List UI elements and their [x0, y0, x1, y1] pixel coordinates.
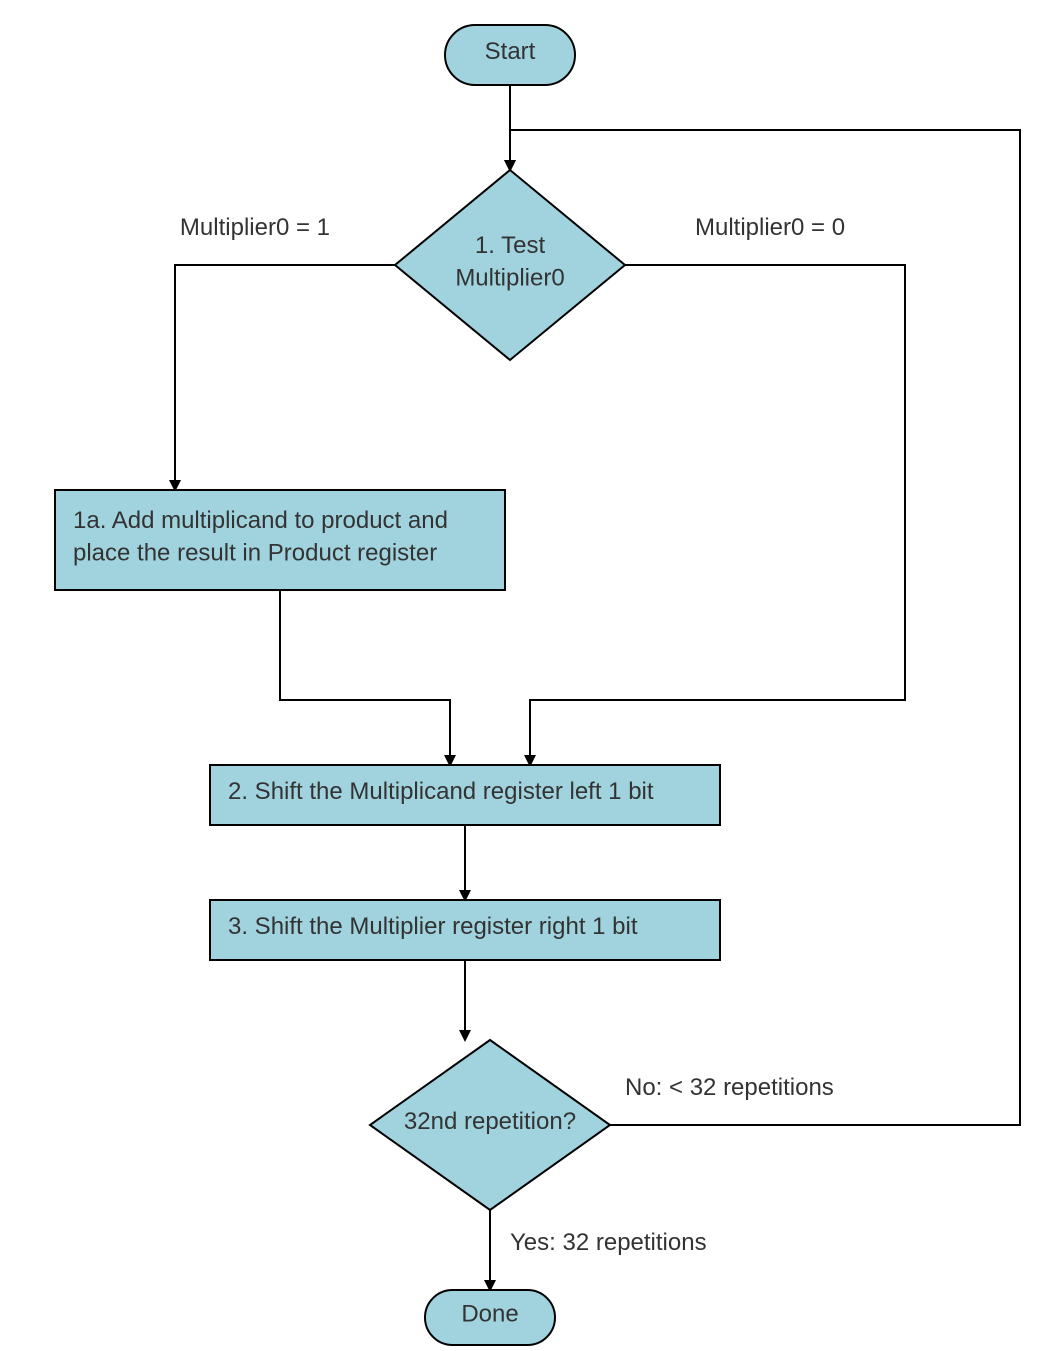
edge-label-rep_no: No: < 32 repetitions	[625, 1074, 834, 1101]
node-test-label-line-1: Multiplier0	[455, 264, 564, 291]
edge-test-left	[175, 265, 395, 490]
edge-test-right	[530, 265, 905, 765]
node-step1a-label-line-0: 1a. Add multiplicand to product and	[73, 507, 448, 534]
node-test-label-line-0: 1. Test	[475, 232, 546, 259]
node-step2-label-line-0: 2. Shift the Multiplicand register left …	[228, 778, 654, 805]
node-step3-label-line-0: 3. Shift the Multiplier register right 1…	[228, 913, 638, 940]
node-start-label-line-0: Start	[485, 38, 536, 65]
edge-label-rep_yes: Yes: 32 repetitions	[510, 1229, 707, 1256]
edge-1a-to-merge	[280, 590, 450, 765]
edge-label-test_left: Multiplier0 = 1	[180, 214, 330, 241]
flowchart: Start 1. Test Multiplier0 1a. Add multiplic…	[0, 0, 1058, 1351]
edge-label-test_right: Multiplier0 = 0	[695, 214, 845, 241]
node-step1a-label-line-1: place the result in Product register	[73, 539, 437, 566]
node-done-label-line-0: Done	[461, 1301, 518, 1328]
node-rep-label-line-0: 32nd repetition?	[404, 1108, 576, 1135]
